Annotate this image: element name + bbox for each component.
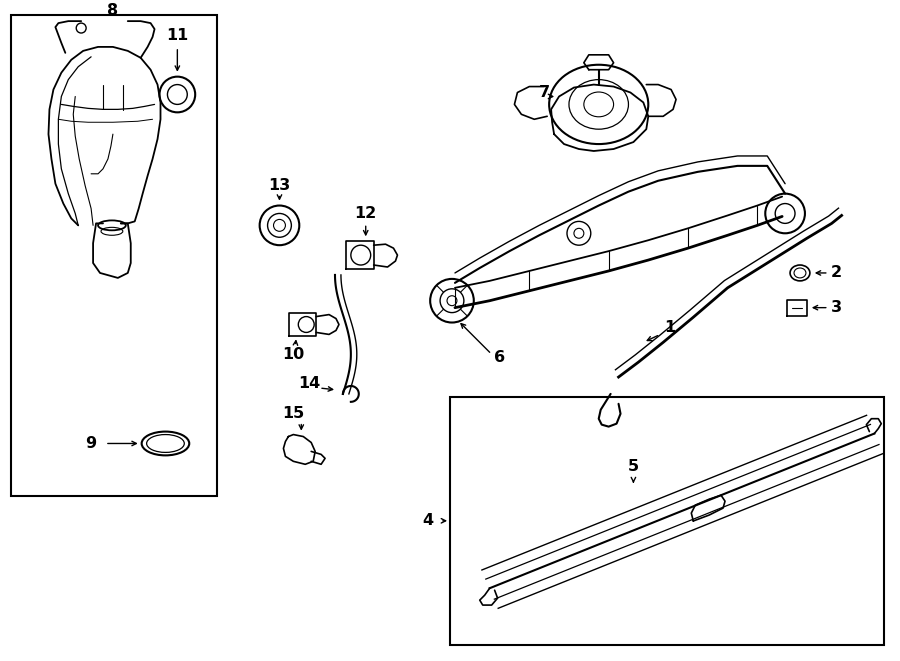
- Bar: [450, 397, 885, 644]
- Text: 12: 12: [355, 206, 377, 221]
- Text: 1: 1: [664, 320, 676, 335]
- Text: 11: 11: [166, 28, 188, 42]
- Text: 8: 8: [107, 3, 119, 18]
- Text: 4: 4: [423, 514, 434, 528]
- Text: 2: 2: [831, 266, 842, 280]
- Text: 5: 5: [628, 459, 639, 474]
- Text: 7: 7: [538, 85, 550, 100]
- Text: 9: 9: [86, 436, 96, 451]
- Text: 13: 13: [268, 178, 291, 193]
- Bar: [11, 15, 217, 496]
- Text: 10: 10: [283, 347, 304, 362]
- Text: 14: 14: [298, 377, 320, 391]
- Text: 15: 15: [283, 407, 304, 421]
- Text: 6: 6: [494, 350, 505, 365]
- Text: 3: 3: [831, 300, 842, 315]
